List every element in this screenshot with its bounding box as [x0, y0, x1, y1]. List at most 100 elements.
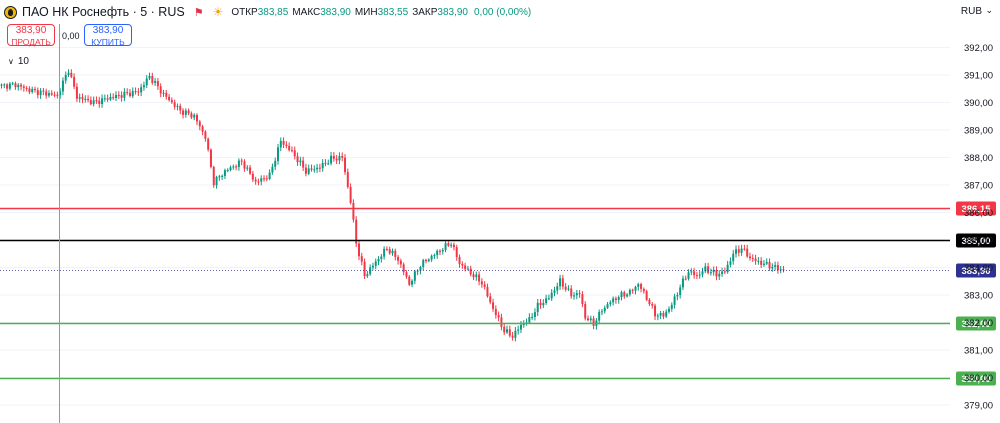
- y-tick-label: 389,00: [964, 126, 993, 137]
- candle: [564, 283, 567, 292]
- candle: [592, 315, 595, 330]
- candle: [628, 288, 631, 297]
- level-tag-label: 380,00: [961, 374, 990, 385]
- level-tag-label: 382,00: [961, 319, 990, 330]
- candle: [246, 165, 249, 171]
- candle: [617, 295, 620, 304]
- candle: [22, 84, 25, 92]
- candle: [399, 258, 402, 269]
- candle: [575, 289, 578, 300]
- candle: [198, 119, 201, 131]
- candle: [212, 165, 215, 188]
- candle: [168, 94, 171, 102]
- candle: [637, 282, 640, 291]
- candle: [600, 308, 603, 316]
- indicator-toggle-button[interactable]: ∨ 10: [4, 53, 33, 70]
- candle: [17, 83, 20, 91]
- candle: [419, 265, 422, 275]
- candle: [249, 164, 252, 175]
- horizontal-levels: 386,15 385,00 382,00 380,00 383,90: [0, 201, 996, 386]
- candle: [556, 282, 559, 295]
- candle: [511, 331, 514, 341]
- candle: [715, 266, 718, 281]
- candle: [383, 246, 386, 260]
- candle: [196, 113, 198, 125]
- sell-button[interactable]: 383,90 ПРОДАТЬ: [7, 24, 55, 47]
- candle: [299, 156, 302, 166]
- candle: [307, 164, 310, 176]
- candle: [165, 89, 168, 100]
- candle: [567, 285, 570, 291]
- candle: [20, 83, 23, 91]
- candle: [263, 175, 266, 182]
- candle: [690, 268, 693, 276]
- candle: [366, 271, 369, 278]
- candle: [735, 245, 738, 258]
- candle: [159, 83, 162, 98]
- candle: [78, 93, 81, 103]
- candle: [145, 75, 148, 88]
- candle: [573, 292, 576, 300]
- candle: [751, 254, 754, 262]
- chevron-down-icon[interactable]: ⌄: [985, 5, 993, 15]
- candle: [170, 97, 173, 104]
- candle: [115, 91, 118, 102]
- candle: [42, 87, 45, 96]
- candle: [411, 279, 414, 288]
- candle: [469, 265, 472, 277]
- candle: [223, 168, 226, 179]
- candle: [612, 296, 615, 306]
- candle: [369, 264, 372, 276]
- candle: [226, 168, 229, 173]
- y-tick-label: 392,00: [964, 43, 993, 54]
- candle: [645, 289, 648, 302]
- chevron-down-icon: ∨: [8, 57, 14, 66]
- candle: [506, 325, 509, 334]
- candle: [651, 302, 654, 309]
- candle: [581, 291, 584, 308]
- spread-value: 0,00: [62, 31, 80, 41]
- candle: [737, 245, 740, 257]
- candle: [723, 267, 726, 275]
- level-tag: [956, 371, 996, 386]
- candle: [285, 141, 288, 149]
- close-value: 383,90: [437, 6, 468, 18]
- candle: [430, 254, 433, 262]
- candle: [606, 302, 609, 309]
- candle: [327, 159, 330, 166]
- candle: [187, 108, 190, 116]
- candle: [536, 298, 539, 316]
- candle: [377, 256, 380, 266]
- level-tag: [956, 233, 996, 248]
- candle: [123, 88, 126, 102]
- candle: [466, 265, 469, 271]
- candle: [140, 83, 143, 97]
- candle: [282, 137, 285, 149]
- candle: [335, 155, 338, 165]
- candle: [75, 83, 78, 103]
- candle: [754, 254, 757, 265]
- candle: [707, 262, 710, 275]
- currency-selector[interactable]: RUB: [960, 6, 982, 17]
- candle: [8, 82, 11, 91]
- candle: [500, 313, 503, 331]
- candle: [408, 275, 411, 287]
- y-tick-label: 385,00: [964, 236, 993, 247]
- candle: [667, 306, 670, 314]
- candle: [726, 260, 729, 274]
- buy-button[interactable]: 383,90 КУПИТЬ: [84, 24, 132, 47]
- y-tick-label: 388,00: [964, 153, 993, 164]
- candle: [95, 96, 98, 104]
- candle: [514, 326, 517, 342]
- candle: [503, 323, 506, 336]
- candle: [184, 108, 187, 118]
- candle: [204, 130, 207, 142]
- candle: [673, 293, 676, 309]
- candle: [11, 81, 14, 86]
- candle: [276, 143, 279, 165]
- symbol-title[interactable]: ПАО НК Роснефть · 5 · RUS: [22, 5, 185, 19]
- candle: [156, 77, 159, 90]
- candle: [478, 271, 481, 286]
- flag-icon[interactable]: ⚑: [193, 6, 204, 19]
